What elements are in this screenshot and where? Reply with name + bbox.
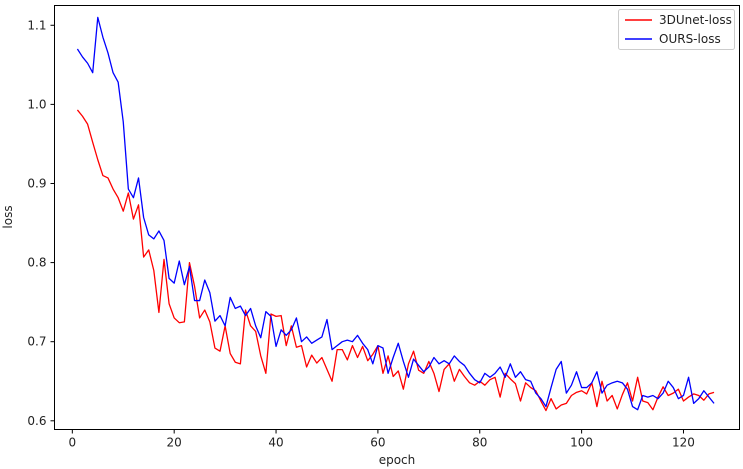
y-axis-title: loss [1,205,15,228]
x-tick-label: 20 [167,436,182,450]
x-tick-label: 60 [370,436,385,450]
x-axis-ticks: 0 20 40 60 80 100 120 [69,429,695,450]
y-tick-label: 0.6 [27,414,46,428]
y-tick-label: 1.0 [27,97,46,111]
legend-label-ours: OURS-loss [659,32,721,46]
y-tick-label: 0.8 [27,256,46,270]
x-tick-label: 40 [268,436,283,450]
y-tick-label: 1.1 [27,18,46,32]
x-tick-label: 100 [570,436,593,450]
series-layer [76,16,715,412]
series-line-1 [76,16,715,411]
x-tick-label: 0 [69,436,77,450]
y-tick-label: 0.7 [27,335,46,349]
legend-label-3dunet: 3DUnet-loss [659,13,732,27]
x-axis-title: epoch [379,453,416,467]
series-line-0 [76,109,715,412]
y-axis-ticks: 0.6 0.7 0.8 0.9 1.0 1.1 [27,18,55,428]
legend: 3DUnet-loss OURS-loss [618,9,735,50]
plot-frame [54,5,740,430]
x-tick-label: 120 [672,436,695,450]
y-tick-label: 0.9 [27,176,46,190]
x-tick-label: 80 [472,436,487,450]
